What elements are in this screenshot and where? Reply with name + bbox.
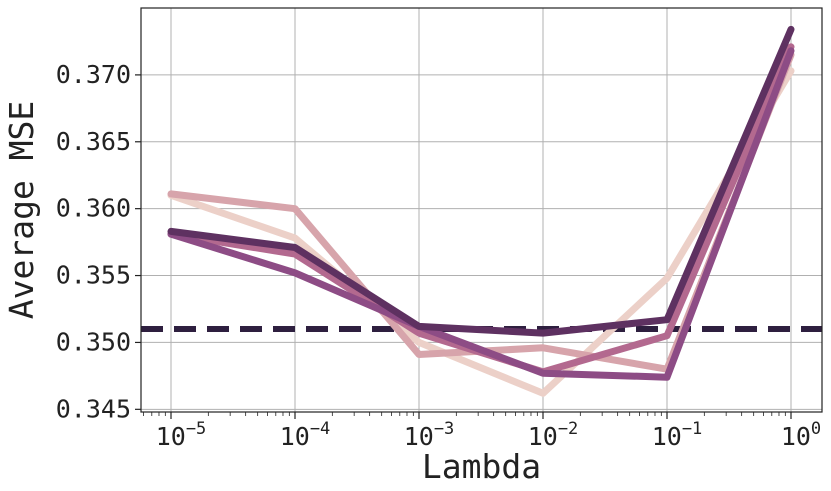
x-tick-label: 10−1 <box>652 419 703 451</box>
y-tick-label: 0.355 <box>56 261 131 290</box>
series-layer <box>167 25 795 397</box>
y-tick-labels: 0.345 0.350 0.355 0.360 0.365 0.370 <box>56 60 131 423</box>
x-axis-title: Lambda <box>422 447 541 486</box>
x-tick-label: 100 <box>781 419 821 451</box>
y-axis-title: Average MSE <box>2 101 41 320</box>
x-tick-labels: 10−5 10−4 10−3 10−2 10−1 100 <box>156 419 821 451</box>
x-tick-label: 10−4 <box>280 419 331 451</box>
x-tick-label: 10−2 <box>528 419 579 451</box>
series-line-4 <box>167 47 795 381</box>
series-line-1 <box>167 67 795 397</box>
series-line-5 <box>167 25 795 337</box>
y-tick-label: 0.350 <box>56 327 131 356</box>
series-line-2 <box>167 51 795 373</box>
axis-ticks <box>135 74 792 419</box>
y-tick-label: 0.370 <box>56 60 131 89</box>
y-tick-label: 0.365 <box>56 127 131 156</box>
x-tick-label: 10−3 <box>404 419 455 451</box>
x-tick-label: 10−5 <box>156 419 207 451</box>
plot-frame <box>140 7 823 413</box>
series-line-3 <box>167 43 795 376</box>
y-tick-label: 0.345 <box>56 394 131 423</box>
y-tick-label: 0.360 <box>56 194 131 223</box>
